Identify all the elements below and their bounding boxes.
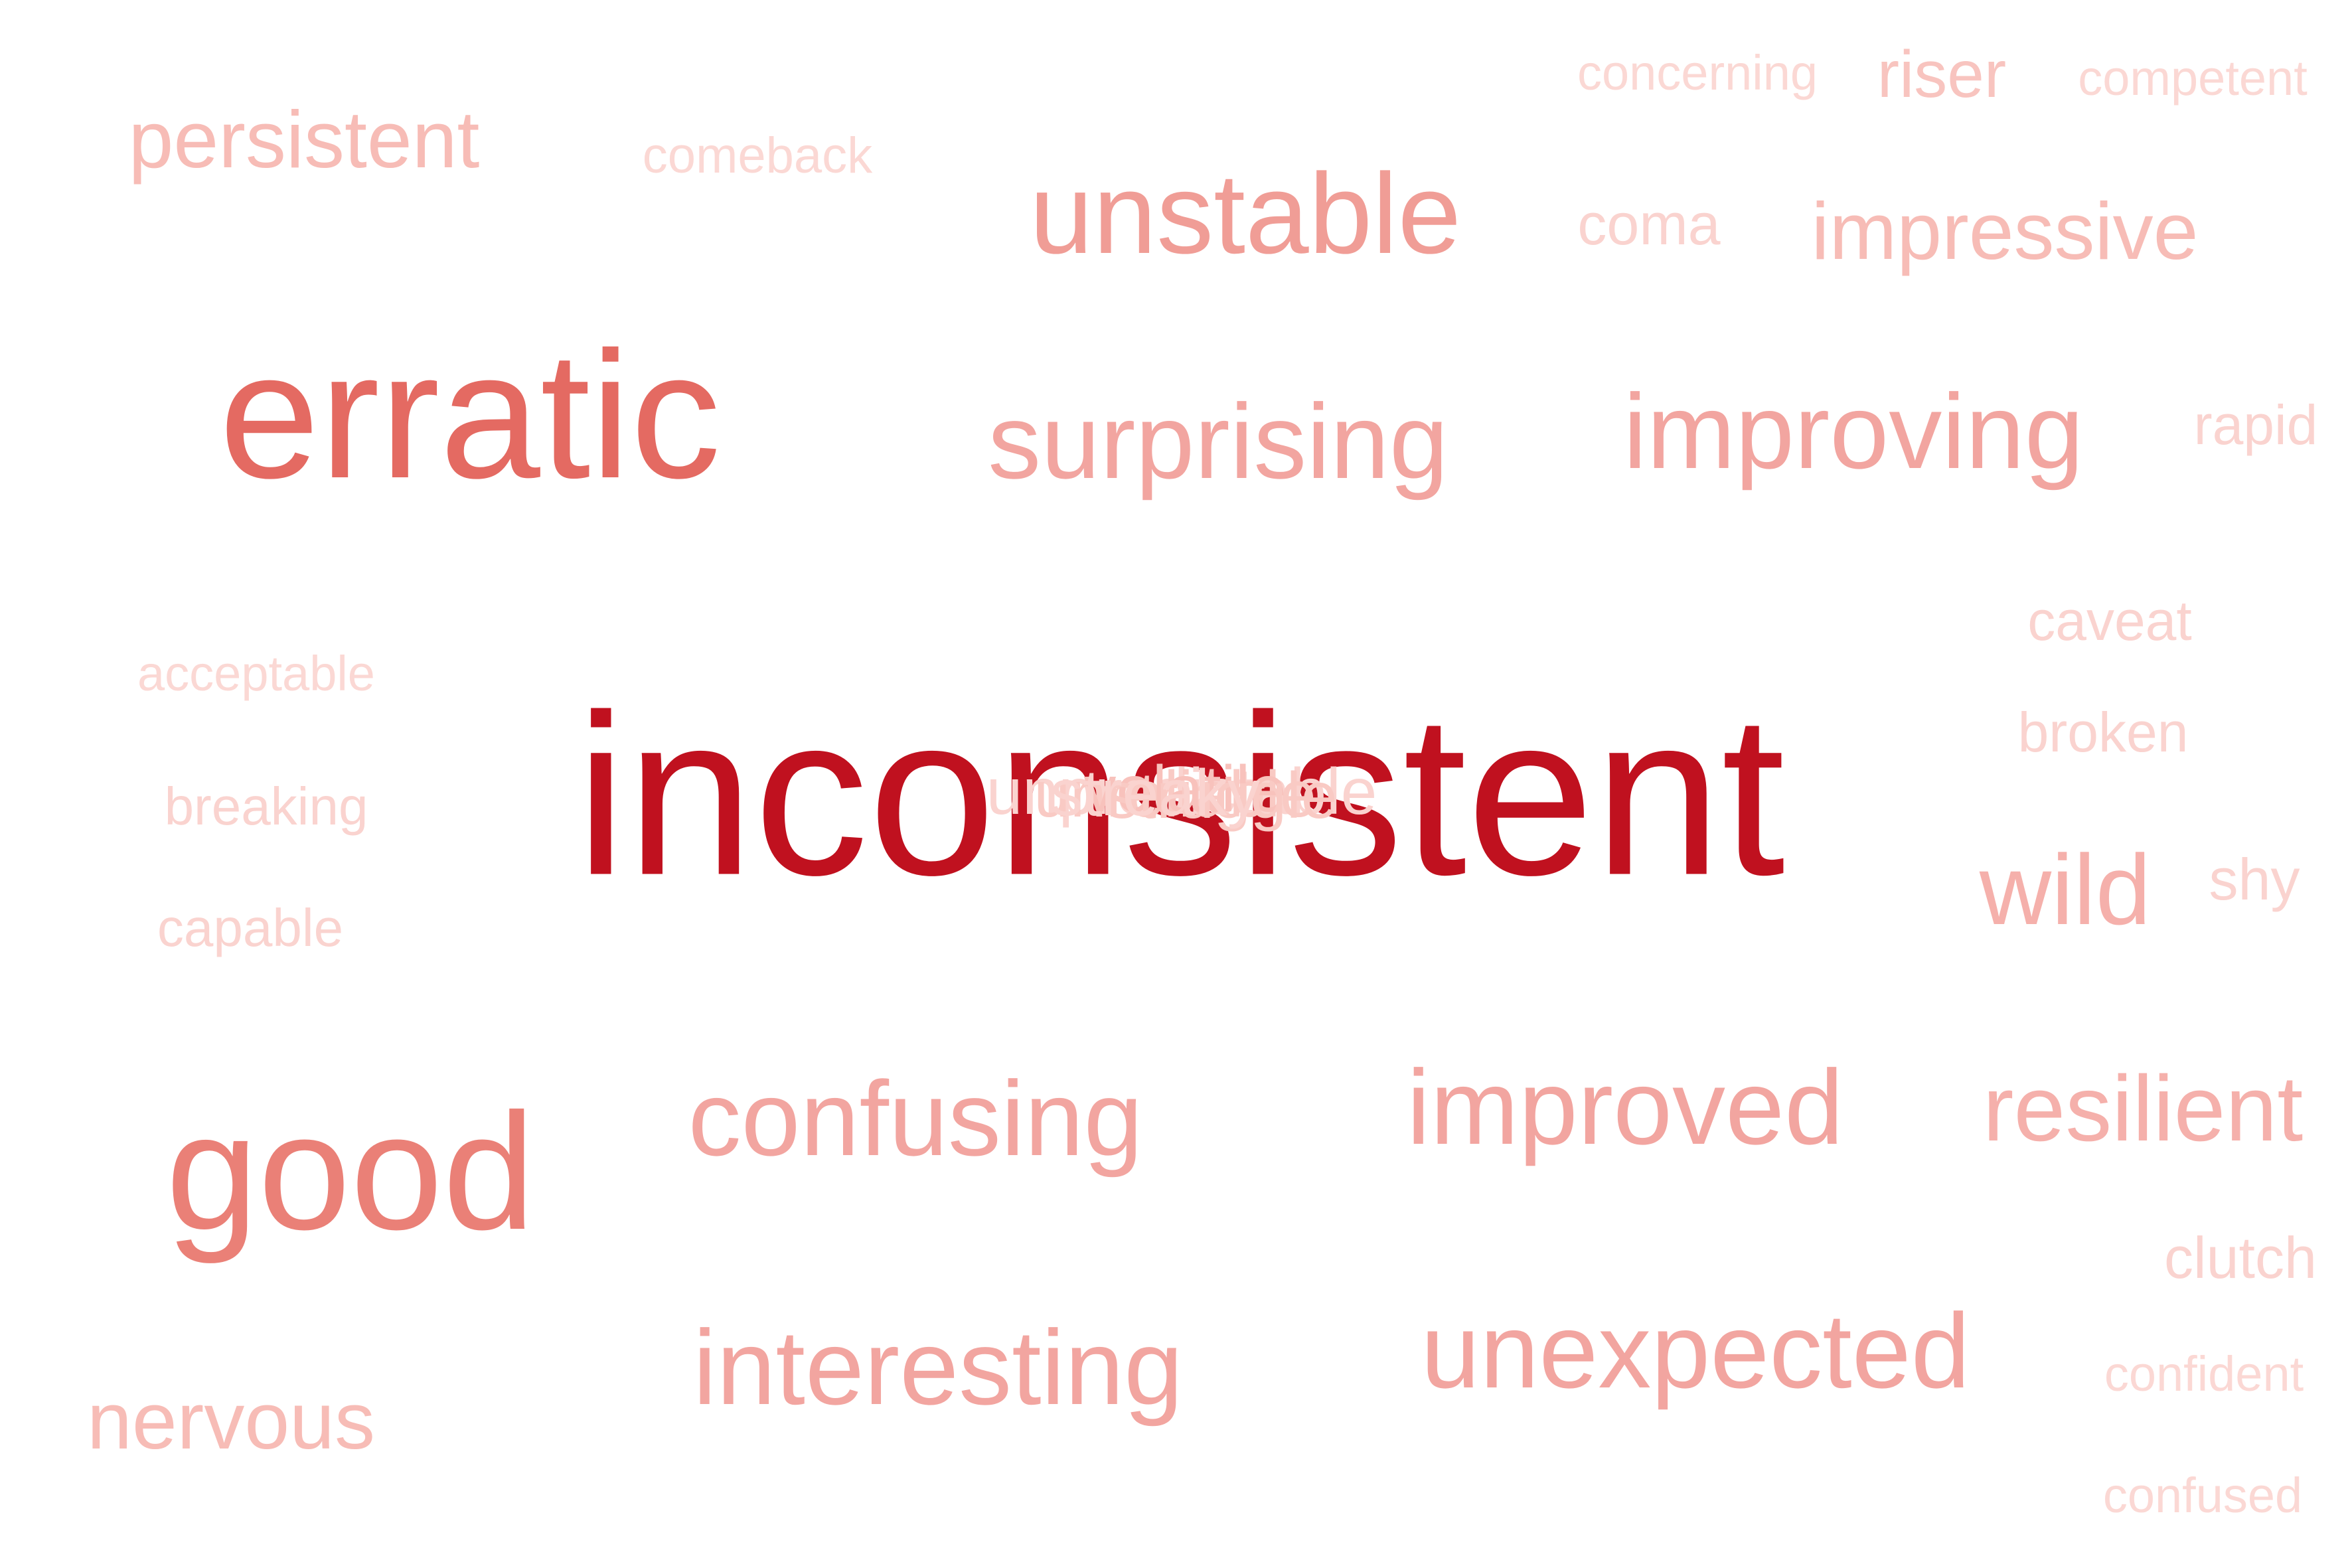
word-concerning: concerning [1577,45,1818,100]
word-volatile: volatile [1083,752,1287,825]
word-wild: wild [1979,834,2152,945]
word-unreliable: unreliable [1034,757,1316,830]
word-nervous: nervous [86,1375,376,1466]
word-coma: coma [1577,191,1721,257]
word-unstable: unstable [1029,150,1462,277]
overlapping-words-cluster: unpredictable unreliable volatile strugg… [949,748,1414,834]
word-unexpected: unexpected [1421,1291,1970,1410]
word-struggle: struggle [1105,759,1338,832]
word-clutch: clutch [2164,1225,2317,1291]
word-competent: competent [2078,50,2308,106]
word-confused: confused [2102,1468,2303,1523]
word-confusing: confusing [688,1059,1143,1178]
word-interesting: interesting [692,1308,1184,1427]
word-persistent: persistent [128,94,480,185]
word-inconsistent: inconsistent [576,667,1785,923]
word-caveat: caveat [2027,589,2192,652]
word-comeback: comeback [642,127,873,184]
word-broken: broken [2017,701,2189,763]
word-breaking: breaking [164,777,368,836]
word-riser: riser [1877,37,2007,112]
word-improved: improved [1406,1048,1844,1166]
word-capable: capable [157,898,344,957]
word-resilient: resilient [1982,1056,2304,1160]
word-acceptable: acceptable [137,646,375,701]
word-rapid: rapid [2193,394,2318,456]
word-good: good [165,1079,536,1264]
word-surprising: surprising [988,382,1449,501]
word-impressive: impressive [1811,186,2199,276]
word-confident: confident [2104,1346,2304,1401]
word-improving: improving [1623,372,2084,491]
word-unpredictable: unpredictable [986,755,1377,828]
word-erratic: erratic [219,314,721,516]
word-shy: shy [2209,846,2300,912]
word-streaky: streaky [1050,756,1260,829]
